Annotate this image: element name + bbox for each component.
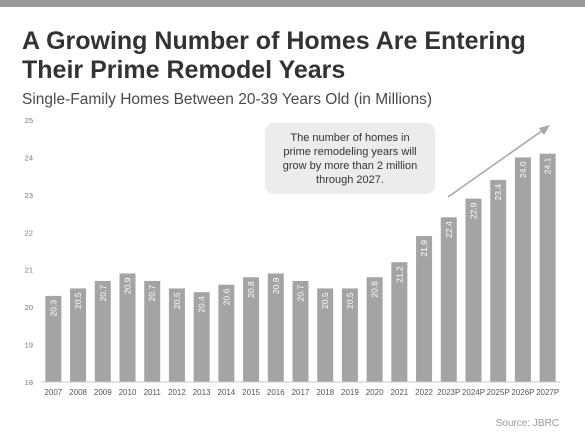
bar-value-label: 20.5 bbox=[172, 292, 182, 309]
bar-value-label: 20.5 bbox=[73, 292, 83, 309]
x-tick-label: 2011 bbox=[144, 388, 162, 397]
bar-value-label: 20.7 bbox=[296, 285, 306, 302]
y-tick-label: 23 bbox=[25, 191, 33, 200]
bar bbox=[168, 288, 185, 382]
bar bbox=[539, 153, 556, 382]
callout-text-line: The number of homes in bbox=[290, 132, 409, 144]
bar-value-label: 21.2 bbox=[394, 266, 404, 283]
y-tick-label: 21 bbox=[25, 266, 33, 275]
bar bbox=[243, 277, 260, 382]
bar-value-label: 22.9 bbox=[469, 202, 479, 219]
y-axis: 18 19 20 21 22 23 24 25 bbox=[25, 116, 33, 387]
bar bbox=[144, 280, 161, 382]
x-tick-label: 2009 bbox=[94, 388, 112, 397]
trend-arrow-head bbox=[539, 125, 550, 135]
y-tick-label: 20 bbox=[25, 303, 33, 312]
x-tick-label: 2017 bbox=[292, 388, 310, 397]
x-tick-label: 2022 bbox=[415, 388, 433, 397]
bar bbox=[45, 295, 62, 382]
bar-value-label: 23.4 bbox=[493, 184, 503, 201]
x-tick-label: 2010 bbox=[119, 388, 137, 397]
bar-value-label: 20.5 bbox=[320, 292, 330, 309]
bar-value-label: 20.9 bbox=[271, 277, 281, 294]
x-tick-label: 2023P bbox=[437, 388, 460, 397]
x-tick-label: 2025P bbox=[487, 388, 510, 397]
x-tick-label: 2026P bbox=[511, 388, 534, 397]
bar bbox=[119, 273, 136, 382]
bar bbox=[218, 284, 235, 382]
bar bbox=[490, 179, 507, 382]
bar-value-label: 20.3 bbox=[48, 300, 58, 317]
chart-subtitle: Single-Family Homes Between 20-39 Years … bbox=[22, 91, 433, 108]
bar-value-label: 24.1 bbox=[543, 157, 553, 174]
x-tick-label: 2024P bbox=[462, 388, 485, 397]
bar bbox=[465, 198, 482, 382]
bar bbox=[366, 277, 383, 382]
bars-group: 20.3 20.5 20.7 20.9 20.7 20.5 20.4 20.6 20.8 20.9… bbox=[45, 153, 556, 382]
source-note: Source: JBRC bbox=[495, 418, 559, 429]
bar bbox=[391, 262, 408, 382]
bar bbox=[416, 236, 433, 382]
bar-value-label: 22.4 bbox=[444, 221, 454, 238]
x-tick-label: 2008 bbox=[69, 388, 87, 397]
y-tick-label: 18 bbox=[25, 378, 33, 387]
x-tick-label: 2019 bbox=[341, 388, 359, 397]
y-tick-label: 25 bbox=[25, 116, 33, 125]
bar bbox=[317, 288, 334, 382]
bar bbox=[267, 273, 284, 382]
x-tick-label: 2013 bbox=[193, 388, 211, 397]
callout-text-line: through 2027. bbox=[316, 174, 384, 186]
bar-value-label: 21.9 bbox=[419, 240, 429, 257]
bar bbox=[292, 280, 309, 382]
bar-value-label: 20.7 bbox=[98, 285, 108, 302]
y-tick-label: 19 bbox=[25, 341, 33, 350]
bar-value-label: 20.7 bbox=[147, 285, 157, 302]
bar-value-label: 20.8 bbox=[246, 281, 256, 298]
x-tick-label: 2016 bbox=[267, 388, 285, 397]
callout-text: The number of homes in prime remodeling y… bbox=[283, 132, 418, 186]
x-tick-label: 2027P bbox=[536, 388, 559, 397]
callout-text-line: grow by more than 2 million bbox=[283, 160, 418, 172]
bar-value-label: 20.8 bbox=[370, 281, 380, 298]
x-tick-label: 2020 bbox=[366, 388, 384, 397]
y-tick-label: 22 bbox=[25, 228, 33, 237]
top-accent-bar bbox=[0, 0, 585, 7]
x-tick-label: 2014 bbox=[217, 388, 235, 397]
bar bbox=[94, 280, 111, 382]
x-axis: 2007 2008 2009 2010 2011 2012 2013 2014 2015 2016… bbox=[41, 381, 560, 397]
chart-title: A Growing Number of Homes Are Entering T… bbox=[22, 27, 526, 84]
bar-value-label: 20.6 bbox=[221, 288, 231, 305]
bar-value-label: 20.9 bbox=[123, 277, 133, 294]
bar-value-label: 20.5 bbox=[345, 292, 355, 309]
x-tick-label: 2007 bbox=[44, 388, 62, 397]
x-tick-label: 2018 bbox=[316, 388, 334, 397]
callout-text-line: prime remodeling years will bbox=[283, 146, 416, 158]
x-tick-label: 2012 bbox=[168, 388, 186, 397]
callout-box bbox=[265, 123, 435, 194]
x-tick-label: 2021 bbox=[390, 388, 408, 397]
bar bbox=[514, 157, 531, 382]
bar-value-label: 24.0 bbox=[518, 161, 528, 178]
bar-value-label: 20.4 bbox=[197, 296, 207, 313]
bar bbox=[440, 217, 457, 382]
x-tick-label: 2015 bbox=[242, 388, 260, 397]
bar bbox=[341, 288, 358, 382]
bar bbox=[70, 288, 87, 382]
callout-annotation: The number of homes in prime remodeling y… bbox=[265, 123, 550, 198]
bar bbox=[193, 292, 210, 382]
y-tick-label: 24 bbox=[25, 153, 33, 162]
trend-arrow-line bbox=[447, 127, 547, 198]
